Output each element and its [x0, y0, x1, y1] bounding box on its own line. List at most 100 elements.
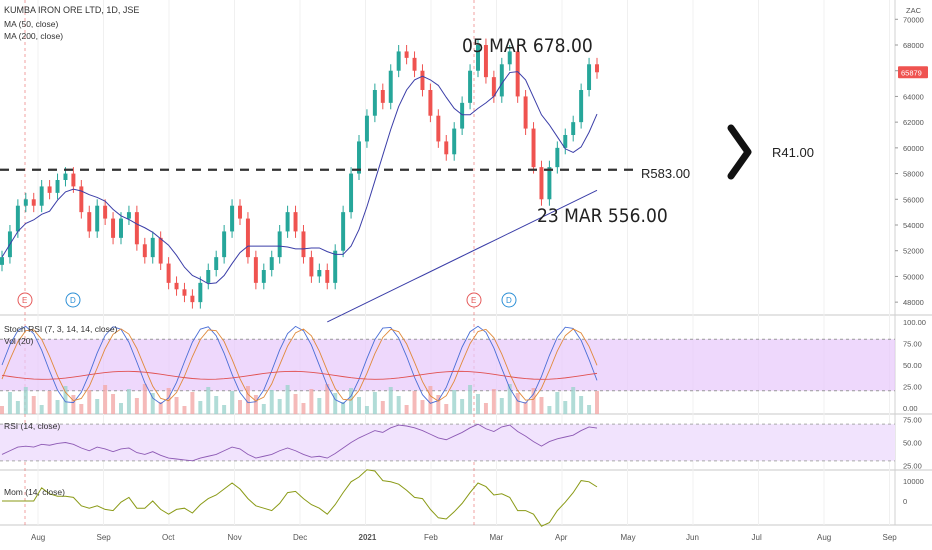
volume-bar	[71, 395, 76, 414]
candle-body	[285, 212, 290, 232]
volume-bar	[198, 401, 203, 414]
ma200-line	[327, 189, 598, 323]
candle-body	[55, 180, 60, 193]
stoch-tick-label: 75.00	[903, 340, 922, 349]
support-annotation: R583.00	[641, 166, 690, 181]
time-axis-label: Aug	[817, 533, 831, 542]
candle-body	[547, 167, 552, 200]
volume-bar	[301, 403, 306, 414]
candle-body	[587, 64, 592, 90]
ma50-line	[1, 71, 598, 285]
volume-bar	[182, 406, 187, 414]
vol-legend: Vol (20)	[4, 336, 34, 346]
volume-bar	[103, 385, 108, 414]
candle-body	[364, 115, 369, 142]
volume-bar	[555, 392, 560, 414]
candle-body	[198, 282, 203, 303]
low-annotation: 23 MAR 556.00	[537, 205, 668, 227]
earnings-marker-label: E	[471, 296, 476, 305]
high-annotation: 05 MAR 678.00	[462, 35, 593, 57]
candle-body	[214, 257, 219, 270]
candle-body	[103, 205, 108, 219]
volume-bar	[285, 385, 290, 414]
candle-body	[515, 51, 520, 97]
candle-body	[333, 250, 338, 283]
volume-bar	[87, 390, 92, 414]
candle-body	[71, 173, 76, 187]
volume-bar	[563, 401, 568, 414]
candle-body	[444, 141, 449, 155]
volume-bar	[261, 404, 266, 414]
stoch-tick-label: 50.00	[903, 361, 922, 370]
stoch-band	[0, 339, 895, 391]
rsi-legend: RSI (14, close)	[4, 421, 61, 431]
volume-bar	[150, 393, 155, 414]
time-axis-label: Jun	[686, 533, 699, 542]
candle-body	[87, 212, 92, 232]
candle-body	[15, 205, 20, 232]
candle-body	[555, 147, 560, 168]
dividend-marker	[65, 292, 81, 308]
volume-bar	[396, 396, 401, 414]
volume-bar	[388, 387, 393, 414]
candle-body	[95, 205, 100, 232]
earnings-marker	[466, 292, 482, 308]
candle-body	[317, 270, 322, 277]
stoch-rsi-legend: Stoch RSI (7, 3, 14, 14, close)	[4, 324, 118, 334]
candle-body	[380, 90, 385, 103]
candle-body	[0, 257, 4, 265]
volume-bar	[15, 401, 20, 414]
stoch-k-line	[1, 325, 598, 405]
time-axis-label: Aug	[31, 533, 45, 542]
time-axis-label: 2021	[359, 533, 377, 542]
candle-body	[412, 57, 417, 71]
candle-body	[507, 51, 512, 65]
earnings-marker-label: E	[22, 296, 27, 305]
candle-body	[269, 257, 274, 270]
volume-bar	[79, 404, 84, 414]
price-tick-label: 64000	[903, 92, 924, 101]
last-price-badge	[898, 66, 928, 79]
volume-bar	[531, 388, 536, 414]
candle-body	[571, 122, 576, 135]
candle-body	[253, 257, 258, 283]
candle-body	[357, 141, 361, 174]
volume-bar	[357, 397, 361, 414]
mom-tick-label: 0	[903, 497, 907, 506]
volume-bar	[452, 390, 457, 414]
earnings-marker	[17, 292, 33, 308]
volume-bar	[142, 384, 147, 414]
price-tick-label: 54000	[903, 221, 924, 230]
candle-body	[222, 231, 227, 258]
volume-bar	[7, 392, 12, 414]
candle-body	[428, 90, 433, 116]
candle-body	[341, 212, 346, 251]
target-annotation: R41.00	[772, 145, 814, 160]
candle-body	[142, 244, 147, 258]
volume-bar	[547, 406, 552, 414]
volume-bar	[483, 403, 488, 414]
volume-bar	[579, 396, 584, 414]
candle-body	[579, 90, 584, 123]
candle-body	[460, 102, 465, 129]
volume-bar	[317, 398, 322, 414]
candle-body	[531, 128, 536, 168]
volume-bar	[47, 391, 52, 414]
candle-body	[491, 77, 496, 97]
candle-body	[182, 289, 187, 296]
ma200-legend: MA (200, close)	[4, 31, 64, 41]
candle-body	[23, 199, 28, 206]
candle-body	[539, 167, 544, 200]
candle-body	[349, 173, 354, 213]
time-axis-label: Sep	[97, 533, 112, 542]
candle-body	[293, 212, 298, 232]
candle-body	[119, 218, 123, 238]
volume-bar	[436, 395, 441, 414]
volume-bar	[364, 406, 369, 414]
candle-body	[150, 237, 155, 258]
time-axis-label: Sep	[883, 533, 898, 542]
volume-bar	[174, 397, 179, 414]
volume-bar	[491, 389, 496, 414]
candle-body	[483, 45, 488, 78]
volume-bar	[206, 387, 211, 414]
